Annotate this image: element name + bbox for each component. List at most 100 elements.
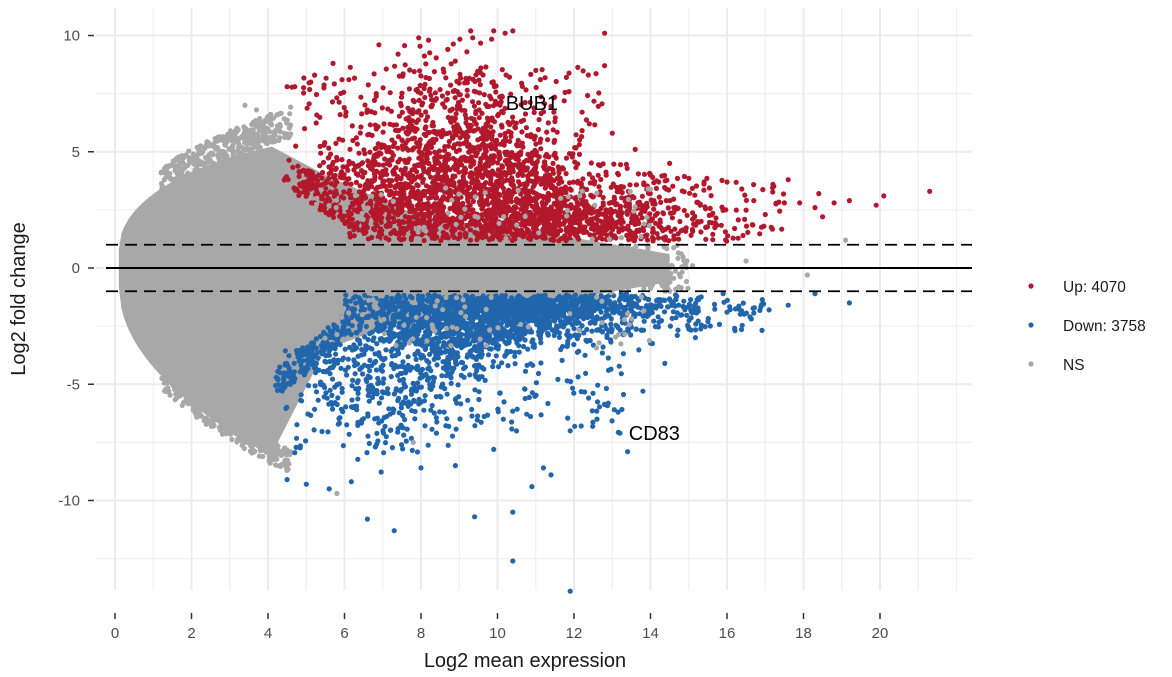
up-point [334,95,340,101]
ns-point [188,387,194,393]
up-highlight-point [678,228,684,234]
up-point [325,155,331,161]
ns-point [284,248,291,254]
up-point [702,204,708,210]
up-point [374,161,380,167]
ns-point [259,136,265,143]
up-point [306,176,312,182]
up-point [615,172,622,178]
up-point [364,109,370,115]
ns-point [390,275,396,281]
ns-point [268,118,274,124]
up-point [347,146,353,152]
ns-point [277,110,283,117]
down-point [378,395,385,401]
up-point [406,175,412,181]
up-point [463,134,469,140]
ns-point [227,128,234,134]
up-point [416,148,422,155]
ns-point [269,228,276,234]
up-point [509,114,516,120]
up-highlight-point [552,118,558,125]
up-point [347,64,353,70]
up-point [587,232,593,238]
ns-point [402,276,408,282]
up-point [588,216,594,222]
up-point [319,175,325,181]
down-point [505,363,511,369]
up-point [456,169,462,175]
ns-point [301,275,307,281]
ns-point [175,386,181,392]
up-point [676,236,682,242]
up-point [548,103,554,109]
up-point [302,126,308,132]
up-point [446,156,452,162]
ns-point [313,273,319,279]
ns-point [517,281,524,287]
up-point [427,217,433,223]
ns-point [306,229,312,235]
ns-point [405,244,411,250]
ns-point [659,283,665,289]
down-point [346,431,352,437]
up-point [550,160,556,166]
ns-point [286,231,292,237]
ns-point [282,316,288,322]
up-point [663,198,669,204]
up-point [689,226,696,233]
ns-point [286,307,292,313]
up-highlight-point [533,67,539,73]
up-point [559,165,566,171]
up-point [542,75,548,81]
up-point [393,122,399,128]
up-point [668,228,674,234]
up-highlight-point [667,160,673,166]
ns-point [439,250,445,256]
ns-point [544,248,550,254]
up-point [488,143,495,149]
ns-point [184,163,190,169]
up-point [528,156,534,162]
up-point [689,185,696,191]
ns-point [277,135,283,141]
up-highlight-point [770,181,776,187]
up-point [429,102,435,108]
ns-point [283,452,289,458]
ns-point [249,136,256,142]
up-point [531,160,537,167]
ns-point [428,247,434,253]
ns-point [262,117,268,124]
up-point [460,200,466,206]
ns-point [624,252,630,258]
ns-point [283,220,290,226]
ns-point [537,260,543,266]
up-point [573,165,579,171]
ns-point [231,429,237,435]
up-point [432,158,438,164]
up-point [467,127,473,133]
ns-point [203,168,209,174]
up-point [552,208,558,214]
up-point [412,220,418,226]
ns-point [282,236,288,242]
up-point [515,172,521,178]
up-point [358,94,364,100]
up-point [545,190,551,196]
ns-point [297,249,303,255]
up-point [372,146,378,152]
ns-point [232,420,238,426]
up-point [527,216,533,222]
up-point [630,217,636,223]
up-point [536,117,542,123]
up-point [499,207,505,213]
ns-point [182,389,188,395]
up-point [493,139,499,145]
ns-point [320,308,326,314]
down-point [433,415,439,421]
up-point [476,115,482,121]
ns-point [385,287,392,293]
up-point [445,114,451,120]
ns-point [568,244,574,251]
ns-point [400,283,406,290]
